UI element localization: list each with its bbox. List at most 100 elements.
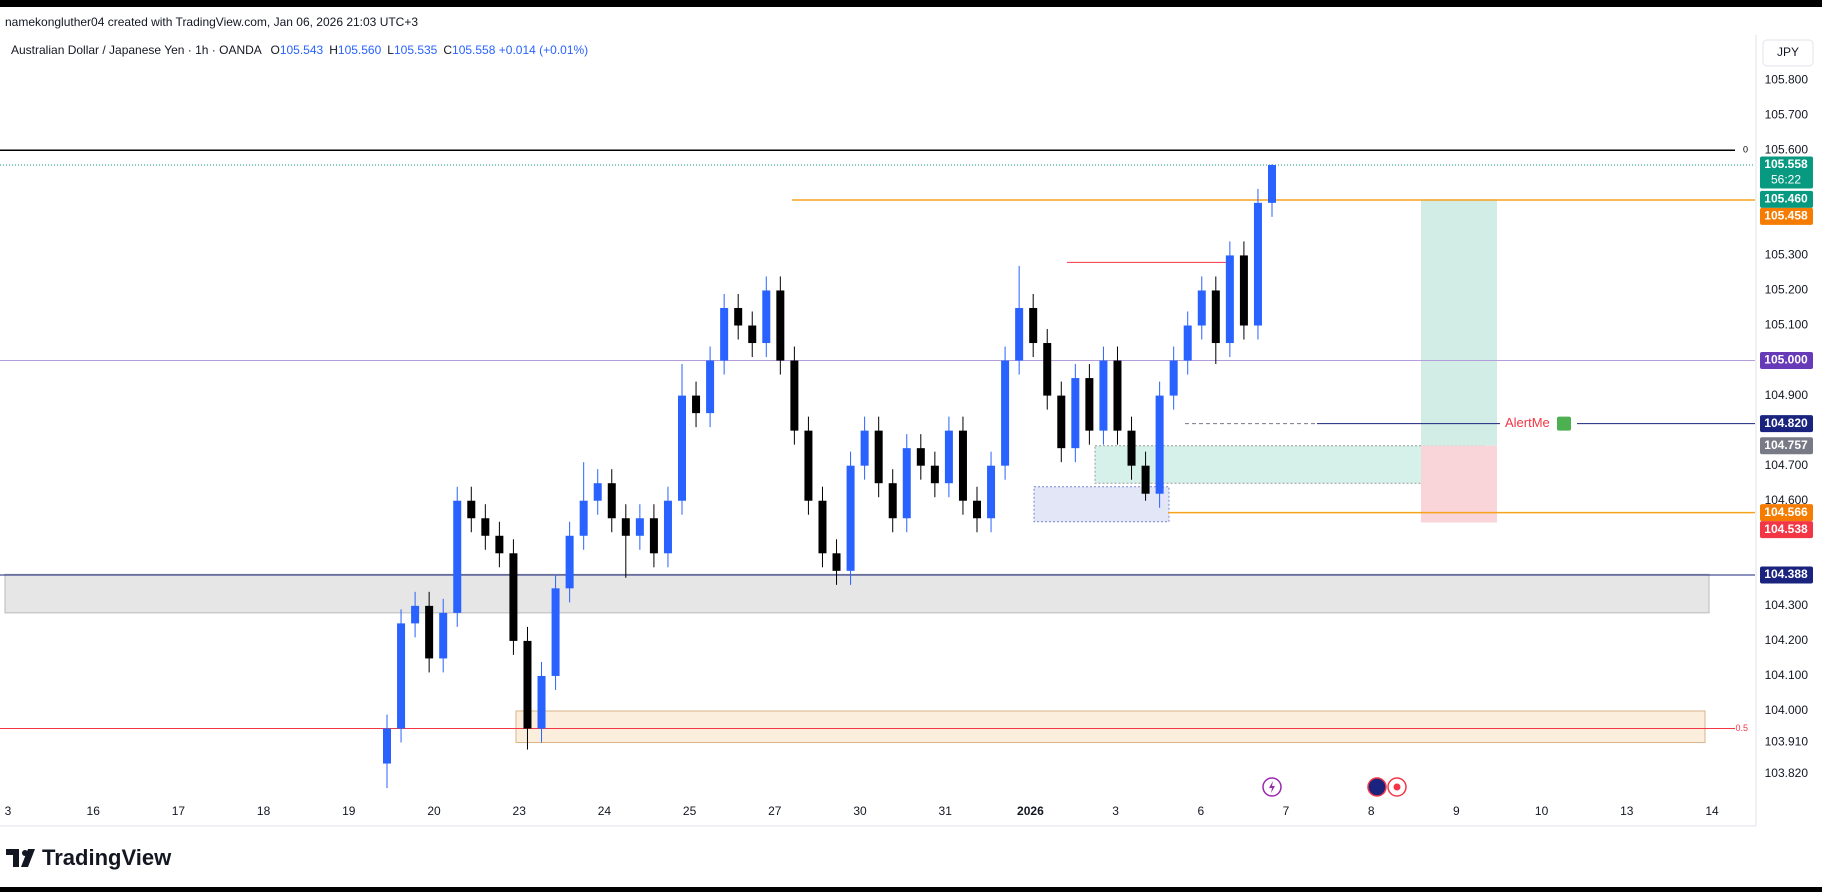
candle-body: [481, 518, 490, 536]
candle-body: [1155, 395, 1164, 494]
candle-body: [593, 483, 602, 501]
candle-body: [832, 553, 841, 571]
y-tick-label: 105.200: [1765, 283, 1809, 297]
x-tick-label: 3: [1112, 804, 1119, 818]
bottom-band: [0, 887, 1822, 892]
candle-body: [1141, 465, 1150, 494]
event-icon[interactable]: [1393, 783, 1401, 791]
x-tick-label: 9: [1453, 804, 1460, 818]
candle-body: [1127, 430, 1136, 466]
price-badge-label: 104.757: [1764, 438, 1808, 452]
candle-body: [509, 553, 518, 641]
alert-icon: [1557, 416, 1571, 431]
y-tick-label: 104.300: [1765, 598, 1809, 612]
price-badge-label: 104.538: [1764, 522, 1808, 536]
event-icon[interactable]: [1269, 781, 1275, 793]
ohlc-key: L: [387, 43, 394, 57]
candle-body: [1268, 165, 1276, 203]
x-tick-label: 24: [598, 804, 612, 818]
candle-body: [902, 448, 911, 519]
y-tick-label: 104.100: [1765, 668, 1809, 682]
zone: [1421, 199, 1497, 446]
candle-body: [944, 430, 953, 484]
ohlc-value: 105.535: [393, 43, 438, 57]
price-badge-label: 104.820: [1764, 416, 1808, 430]
candle-body: [1071, 378, 1080, 449]
price-badge-label: 104.566: [1764, 505, 1808, 519]
y-tick-label: 105.100: [1765, 318, 1809, 332]
y-tick-label: 105.800: [1765, 72, 1809, 86]
symbol[interactable]: Australian Dollar / Japanese Yen · 1h · …: [11, 43, 262, 57]
candle-body: [930, 465, 939, 484]
price-badge-label: 105.558: [1764, 157, 1808, 171]
y-tick-label: 103.910: [1765, 735, 1809, 749]
price-badge: [1760, 352, 1813, 370]
candle-body: [860, 430, 869, 466]
x-tick-label: 10: [1535, 804, 1549, 818]
candle-body: [425, 605, 434, 659]
candle-body: [1085, 378, 1094, 431]
x-tick-label: 13: [1620, 804, 1634, 818]
candle-body: [916, 448, 925, 466]
x-tick-label: 6: [1197, 804, 1204, 818]
price-badge: [1760, 415, 1813, 433]
x-tick-label: 14: [1705, 804, 1719, 818]
y-tick-label: 104.900: [1765, 388, 1809, 402]
candle-body: [579, 500, 588, 536]
top-band: [0, 0, 1822, 7]
y-tick-label: 105.600: [1765, 142, 1809, 156]
candle-body: [453, 500, 462, 613]
level-label: 0: [1743, 145, 1748, 155]
price-badge-label: 105.460: [1764, 192, 1808, 206]
zone: [1421, 445, 1497, 523]
y-tick-label: 104.700: [1765, 458, 1809, 472]
ohlc-key: O: [270, 43, 280, 57]
y-tick-label: 103.820: [1765, 766, 1809, 780]
candle-body: [383, 728, 391, 764]
candle-body: [1113, 360, 1122, 431]
price-badge: [1760, 566, 1813, 584]
y-tick-label: 104.000: [1765, 703, 1809, 717]
brand[interactable]: TradingView: [6, 845, 171, 871]
candle-body: [663, 500, 672, 554]
candle-body: [1225, 255, 1234, 344]
candle-body: [411, 605, 420, 624]
candle-body: [1183, 325, 1192, 361]
x-tick-label: 8: [1368, 804, 1375, 818]
candle-body: [523, 640, 532, 729]
price-badge: [1760, 190, 1813, 208]
candle-body: [1029, 307, 1038, 344]
candle-body: [621, 518, 630, 536]
x-tick-label: 17: [172, 804, 186, 818]
y-tick-label: 105.700: [1765, 107, 1809, 121]
price-badge-label: 104.388: [1764, 567, 1808, 581]
candle-body: [439, 612, 448, 659]
candle-body: [748, 325, 757, 344]
candle-body: [987, 465, 996, 519]
currency-box[interactable]: [1762, 39, 1814, 67]
price-badge-label: 105.458: [1764, 209, 1808, 223]
ohlc-value: 105.543: [279, 43, 324, 57]
currency[interactable]: JPY: [1777, 45, 1799, 59]
x-tick-label: 7: [1283, 804, 1290, 818]
y-tick-label: 104.200: [1765, 633, 1809, 647]
candle-body: [1239, 255, 1248, 326]
level-label: 0.5: [1735, 723, 1748, 733]
candle-body: [706, 360, 715, 414]
candle-body: [467, 500, 476, 519]
zone: [515, 710, 1706, 744]
x-tick-label: 30: [853, 804, 867, 818]
candle-body: [846, 465, 855, 571]
attribution: namekongluther04 created with TradingVie…: [5, 15, 419, 29]
candle-body: [790, 360, 799, 431]
candle-body: [635, 518, 644, 536]
candle-body: [776, 290, 785, 361]
x-tick-label: 25: [683, 804, 697, 818]
candle-body: [734, 307, 743, 326]
candle-body: [818, 500, 827, 554]
event-icon[interactable]: [1367, 777, 1387, 797]
candle-body: [1211, 290, 1220, 344]
price-badge-label: 105.000: [1764, 353, 1808, 367]
candle-body: [692, 395, 701, 414]
candle-body: [1043, 343, 1052, 396]
